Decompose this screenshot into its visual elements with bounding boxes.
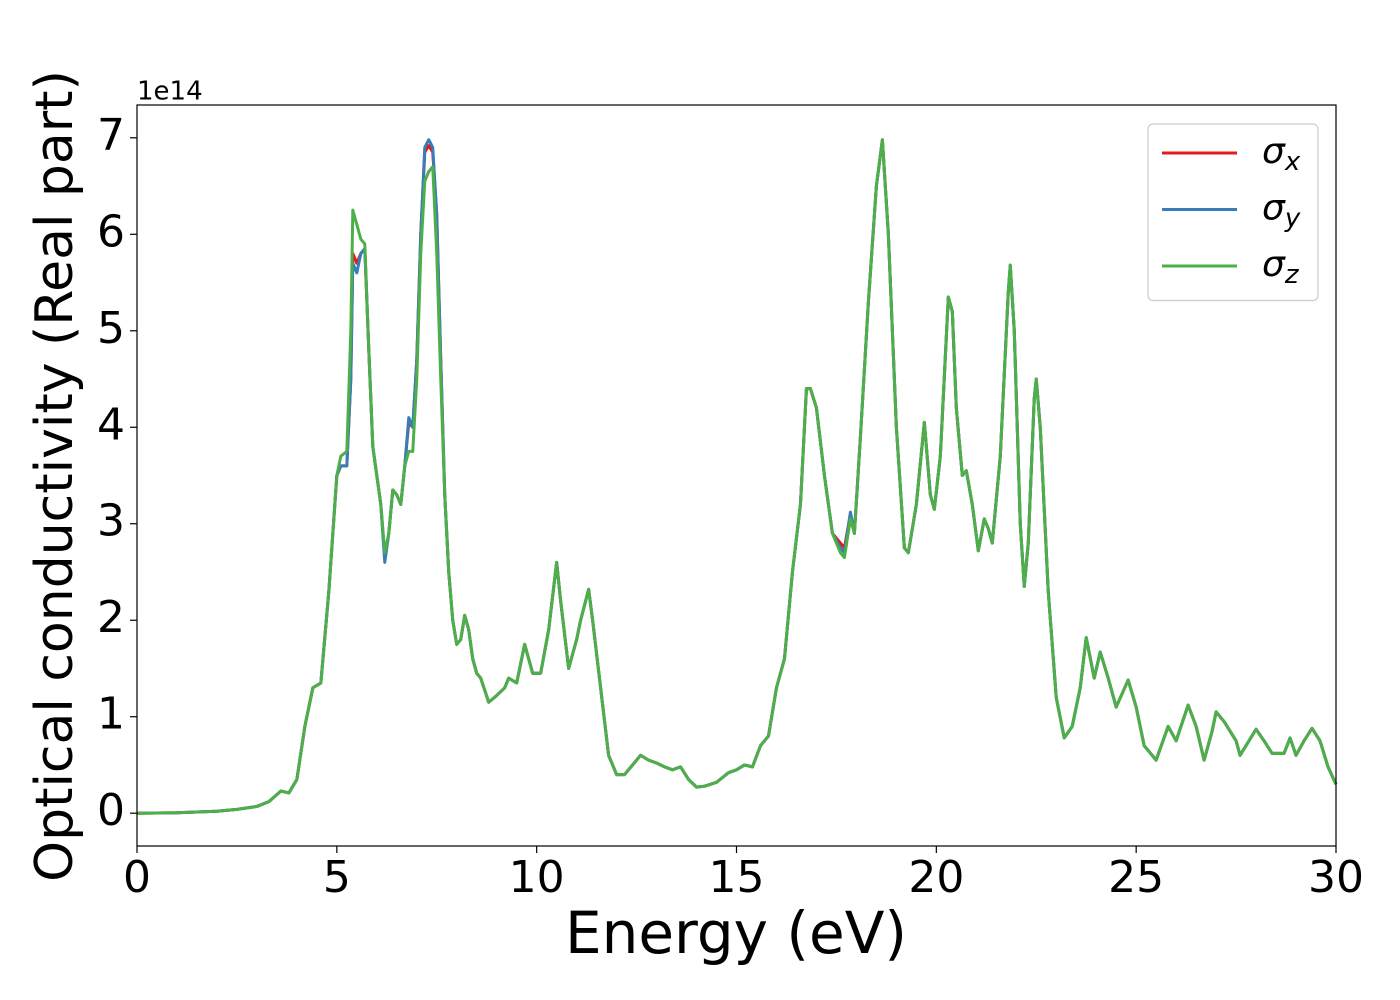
y-axis-label: Optical conductivity (Real part) (25, 70, 85, 882)
legend-label: σy (1262, 188, 1301, 234)
y-offset-label: 1e14 (137, 77, 203, 107)
y-tick-label: 7 (97, 110, 125, 161)
y-tick-label: 4 (97, 399, 125, 450)
series-line (136, 138, 1338, 815)
legend-label: σz (1262, 244, 1300, 290)
y-tick-label: 0 (97, 785, 125, 836)
x-tick-label: 30 (1308, 852, 1364, 903)
y-tick-label: 6 (97, 206, 125, 257)
y-tick-label: 3 (97, 496, 125, 547)
x-tick-label: 15 (709, 852, 765, 903)
x-tick-label: 10 (509, 852, 565, 903)
x-tick-label: 5 (323, 852, 351, 903)
x-tick-label: 20 (908, 852, 964, 903)
x-tick-label: 25 (1108, 852, 1164, 903)
y-tick-label: 2 (97, 592, 125, 643)
x-tick-label: 0 (123, 852, 151, 903)
y-tick-label: 5 (97, 303, 125, 354)
y-tick-label: 1 (97, 689, 125, 740)
x-axis-label: Energy (eV) (565, 899, 907, 967)
legend-box (1147, 123, 1319, 302)
legend-label: σx (1262, 131, 1301, 177)
legend: σx σy σz (1147, 123, 1319, 302)
plot-frame (136, 104, 1337, 847)
